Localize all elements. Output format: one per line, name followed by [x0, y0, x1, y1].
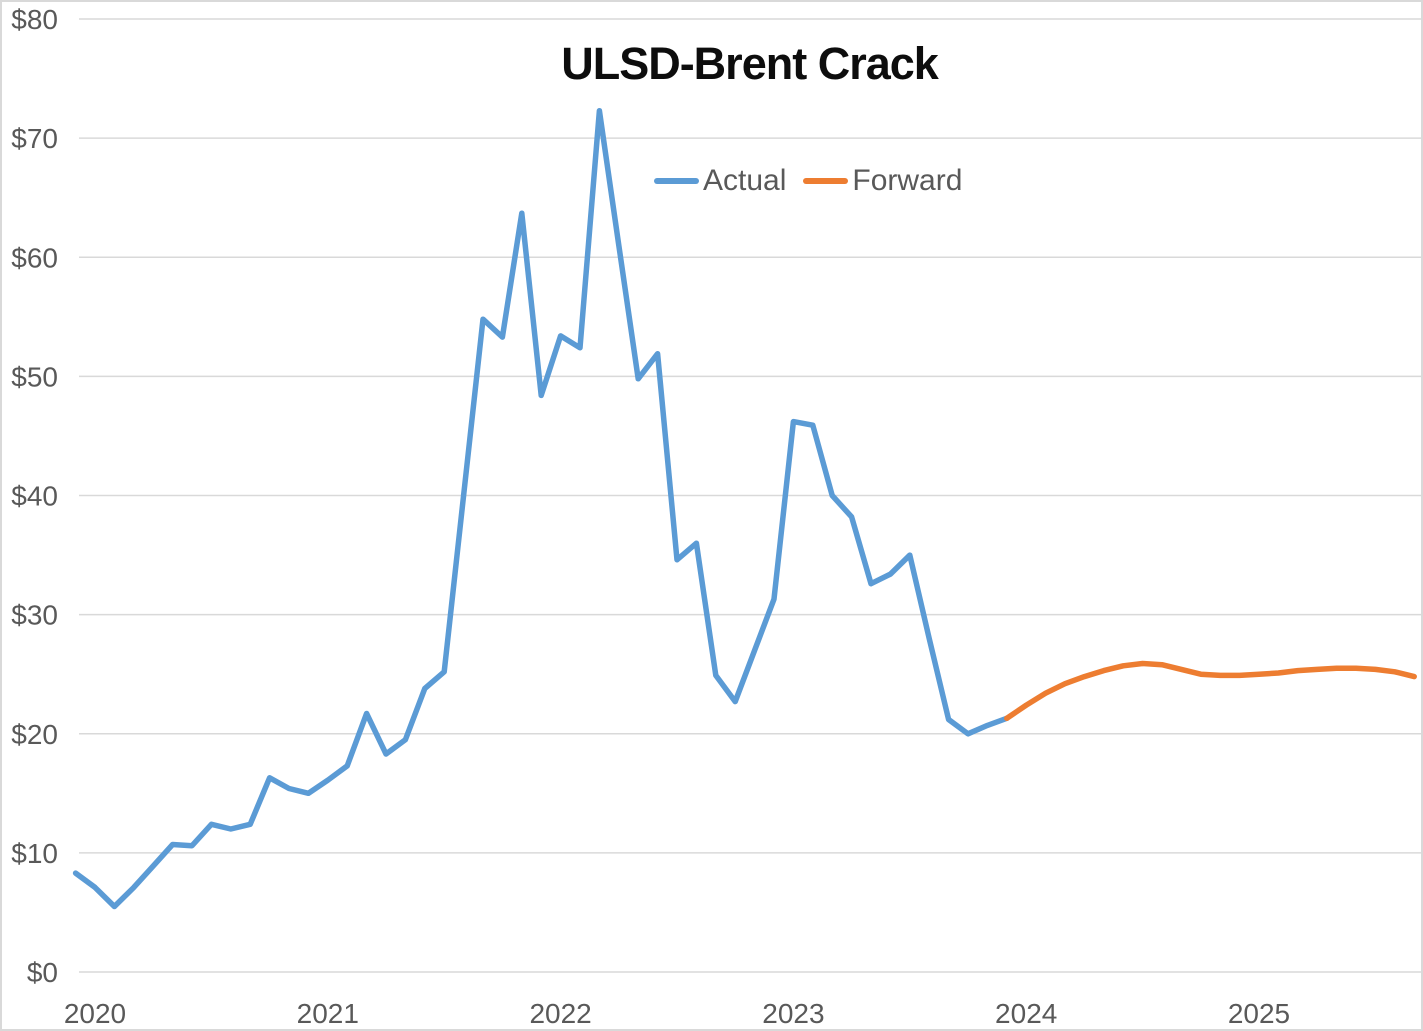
y-axis-tick-label: $0 [27, 957, 58, 988]
legend-label-actual: Actual [703, 164, 787, 197]
series-line-actual [72, 107, 1010, 910]
series-line-forward [1004, 660, 1417, 722]
y-axis-tick-label: $60 [11, 242, 58, 273]
legend-item-forward: Forward [803, 164, 962, 197]
x-axis-tick-label: 2024 [995, 998, 1057, 1029]
y-axis-tick-label: $40 [11, 481, 58, 512]
y-axis-tick-label: $20 [11, 719, 58, 750]
actual-line-swatch [654, 177, 699, 184]
forward-line-swatch [803, 177, 849, 184]
legend-label-forward: Forward [852, 164, 963, 197]
x-axis-tick-label: 2023 [762, 998, 824, 1029]
y-axis-tick-label: $80 [11, 4, 58, 35]
legend: Actual Forward [654, 164, 962, 197]
x-axis-tick-label: 2020 [64, 998, 126, 1029]
y-axis-tick-label: $10 [11, 838, 58, 869]
x-axis-tick-label: 2022 [529, 998, 591, 1029]
y-axis-tick-label: $50 [11, 361, 58, 392]
legend-item-actual: Actual [654, 164, 786, 197]
x-axis-tick-label: 2021 [297, 998, 359, 1029]
x-axis-tick-label: 2025 [1228, 998, 1290, 1029]
y-axis-tick-label: $30 [11, 600, 58, 631]
y-axis-tick-label: $70 [11, 123, 58, 154]
